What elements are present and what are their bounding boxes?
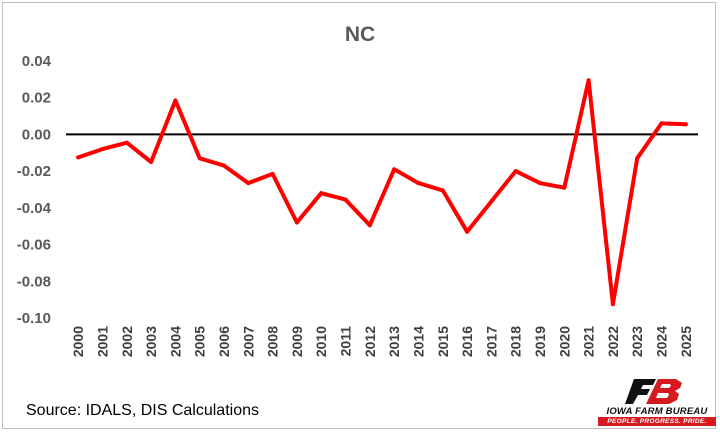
x-axis-ticks: 2000 2001 2002 2003 2004 2005 2006 2007 2008 2009… <box>70 326 694 357</box>
data-point-2004 <box>173 98 178 103</box>
data-point-2019 <box>538 181 542 186</box>
x-tick-label: 2002 <box>119 326 135 357</box>
y-axis-ticks: 0.04 0.02 0.00 -0.02 -0.04 -0.06 -0.08 -0.10 <box>17 53 52 327</box>
data-point-2013 <box>392 167 397 172</box>
data-point-2021 <box>586 78 591 83</box>
y-tick-label: 0.02 <box>22 90 51 107</box>
x-tick-label: 2018 <box>508 326 524 357</box>
data-point-2025 <box>683 122 688 127</box>
data-point-2012 <box>367 223 372 228</box>
x-tick-label: 2005 <box>192 326 208 357</box>
data-point-2001 <box>100 147 105 152</box>
x-tick-label: 2019 <box>532 326 548 357</box>
data-point-2010 <box>319 191 324 196</box>
data-point-2015 <box>440 188 445 193</box>
x-tick-label: 2023 <box>629 326 645 357</box>
data-point-2023 <box>635 156 640 161</box>
y-tick-label: 0.04 <box>22 53 52 70</box>
series-line <box>76 78 688 307</box>
data-point-2014 <box>416 181 421 186</box>
x-tick-label: 2004 <box>167 326 183 357</box>
x-tick-label: 2003 <box>143 326 159 357</box>
x-tick-label: 2024 <box>654 326 670 357</box>
y-tick-label: -0.02 <box>17 163 51 180</box>
x-tick-label: 2017 <box>483 326 499 357</box>
data-point-2018 <box>513 169 518 174</box>
x-tick-label: 2013 <box>386 326 402 357</box>
x-tick-label: 2012 <box>362 326 378 357</box>
x-tick-label: 2001 <box>94 326 110 357</box>
data-point-2007 <box>246 181 251 186</box>
logo-name: IOWA FARM BUREAU <box>606 406 708 417</box>
x-tick-label: 2016 <box>459 326 475 357</box>
x-tick-label: 2014 <box>410 326 426 357</box>
data-point-2006 <box>222 163 226 168</box>
data-point-2002 <box>124 140 129 145</box>
data-point-2009 <box>294 220 299 225</box>
x-tick-label: 2021 <box>581 326 597 357</box>
x-tick-label: 2025 <box>678 326 694 357</box>
data-point-2011 <box>343 197 348 202</box>
data-point-2003 <box>149 159 154 164</box>
x-tick-label: 2022 <box>605 326 621 357</box>
x-tick-label: 2006 <box>216 326 232 357</box>
y-tick-label: -0.08 <box>17 273 51 290</box>
y-tick-label: -0.06 <box>17 237 51 254</box>
data-point-2005 <box>197 156 202 161</box>
x-tick-label: 2000 <box>70 326 86 357</box>
logo-tagline: PEOPLE. PROGRESS. PRIDE. <box>598 417 716 426</box>
series-points <box>76 78 688 307</box>
y-tick-label: -0.10 <box>17 310 51 327</box>
x-tick-label: 2011 <box>338 326 354 357</box>
data-point-2024 <box>659 121 664 126</box>
data-point-2020 <box>562 185 567 190</box>
x-tick-label: 2007 <box>240 326 256 357</box>
x-tick-label: 2015 <box>435 326 451 357</box>
data-point-2000 <box>76 155 81 160</box>
y-tick-label: -0.04 <box>17 200 52 217</box>
data-point-2022 <box>610 302 615 307</box>
data-point-2008 <box>270 171 275 176</box>
x-tick-label: 2009 <box>289 326 305 357</box>
y-tick-label: 0.00 <box>22 126 51 143</box>
x-tick-label: 2020 <box>556 326 572 357</box>
source-note: Source: IDALS, DIS Calculations <box>26 402 259 419</box>
chart-title: NC <box>345 23 375 46</box>
data-point-2016 <box>465 229 470 234</box>
iowa-farm-bureau-logo: IOWA FARM BUREAU PEOPLE. PROGRESS. PRIDE… <box>598 376 716 428</box>
x-tick-label: 2008 <box>265 326 281 357</box>
x-tick-label: 2010 <box>313 326 329 357</box>
data-point-2017 <box>489 199 494 204</box>
fb-logo-mark-icon <box>625 379 682 404</box>
